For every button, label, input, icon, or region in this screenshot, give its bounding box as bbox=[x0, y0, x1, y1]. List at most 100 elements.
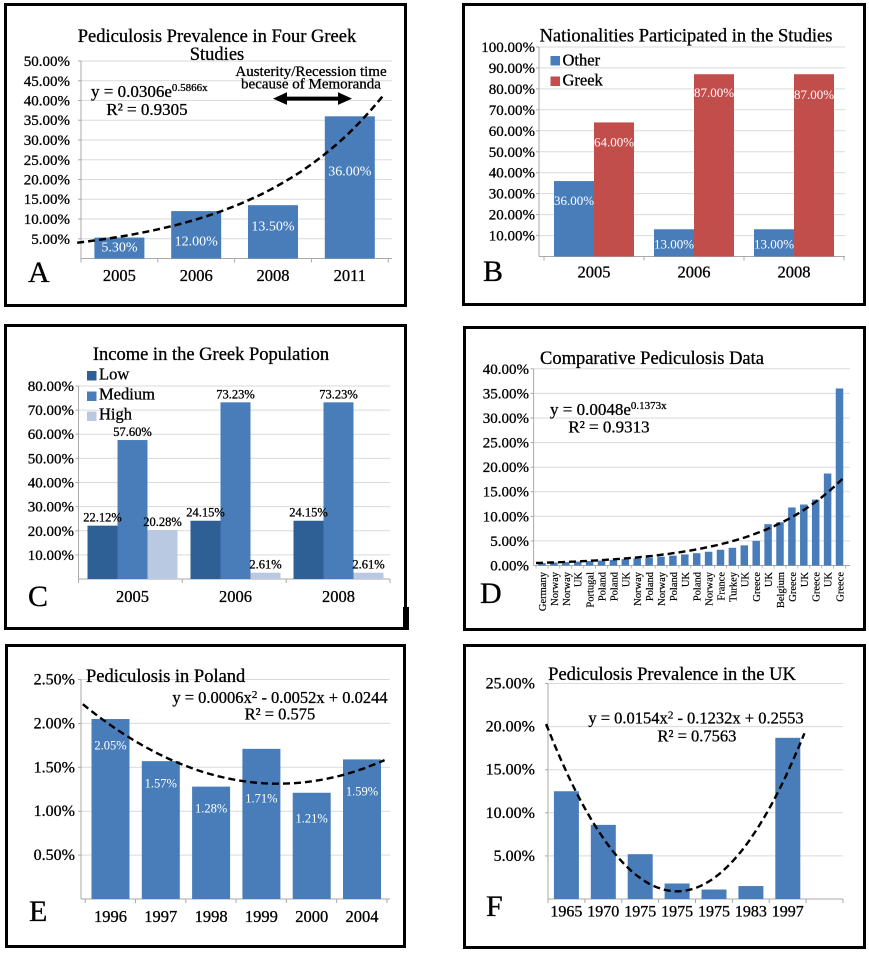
svg-text:60.00%: 60.00% bbox=[489, 124, 535, 140]
svg-text:Norway: Norway bbox=[657, 571, 668, 606]
svg-text:13.50%: 13.50% bbox=[251, 220, 295, 235]
svg-text:2.00%: 2.00% bbox=[34, 715, 75, 732]
svg-text:y = 0.0154x2 - 0.1232x + 0.255: y = 0.0154x2 - 0.1232x + 0.2553 bbox=[588, 709, 803, 728]
svg-text:24.15%: 24.15% bbox=[289, 506, 328, 520]
svg-text:35.00%: 35.00% bbox=[24, 113, 70, 129]
svg-text:70.00%: 70.00% bbox=[28, 403, 74, 419]
svg-text:E: E bbox=[29, 895, 47, 928]
svg-text:Pediculosis Prevalence in Four: Pediculosis Prevalence in Four Greek bbox=[78, 27, 357, 47]
svg-text:R² = 0.7563: R² = 0.7563 bbox=[658, 727, 737, 746]
svg-text:UK: UK bbox=[574, 572, 585, 588]
svg-text:2.50%: 2.50% bbox=[34, 672, 75, 689]
svg-text:1.00%: 1.00% bbox=[34, 803, 75, 820]
svg-text:5.00%: 5.00% bbox=[490, 534, 529, 550]
svg-text:1965: 1965 bbox=[550, 904, 582, 921]
svg-text:24.15%: 24.15% bbox=[186, 506, 225, 520]
svg-text:73.23%: 73.23% bbox=[216, 387, 255, 401]
svg-text:2.05%: 2.05% bbox=[94, 739, 126, 753]
svg-text:1.50%: 1.50% bbox=[34, 759, 75, 776]
svg-text:20.00%: 20.00% bbox=[28, 524, 74, 540]
svg-text:UK: UK bbox=[800, 572, 811, 588]
svg-text:UK: UK bbox=[681, 572, 692, 588]
svg-text:15.00%: 15.00% bbox=[24, 192, 70, 208]
svg-text:Norway: Norway bbox=[562, 571, 573, 606]
svg-text:50.00%: 50.00% bbox=[489, 145, 535, 161]
svg-text:Poland: Poland bbox=[693, 571, 704, 601]
svg-text:36.00%: 36.00% bbox=[328, 165, 372, 180]
svg-text:1.28%: 1.28% bbox=[195, 802, 227, 816]
svg-text:2005: 2005 bbox=[103, 266, 136, 285]
svg-text:1996: 1996 bbox=[94, 907, 127, 926]
svg-text:64.00%: 64.00% bbox=[594, 134, 634, 149]
svg-text:1.71%: 1.71% bbox=[245, 792, 277, 806]
svg-text:because of Memoranda: because of Memoranda bbox=[241, 77, 381, 93]
svg-text:45.00%: 45.00% bbox=[24, 74, 70, 90]
svg-text:1997: 1997 bbox=[144, 907, 177, 926]
svg-text:36.00%: 36.00% bbox=[554, 193, 594, 208]
svg-text:35.00%: 35.00% bbox=[483, 386, 529, 402]
svg-text:1999: 1999 bbox=[245, 907, 278, 926]
svg-text:90.00%: 90.00% bbox=[489, 61, 535, 77]
svg-text:87.00%: 87.00% bbox=[694, 85, 734, 100]
svg-text:12.00%: 12.00% bbox=[175, 235, 219, 250]
svg-text:Low: Low bbox=[99, 365, 129, 384]
svg-text:1970: 1970 bbox=[587, 904, 619, 921]
svg-text:10.00%: 10.00% bbox=[489, 229, 535, 245]
svg-text:Pediculosis Prevalence in the: Pediculosis Prevalence in the UK bbox=[548, 665, 796, 685]
svg-text:Studies: Studies bbox=[190, 45, 244, 65]
svg-text:5.00%: 5.00% bbox=[31, 232, 70, 248]
svg-text:22.12%: 22.12% bbox=[83, 511, 122, 525]
svg-text:40.00%: 40.00% bbox=[24, 94, 70, 110]
svg-text:Pediculosis in Poland: Pediculosis in Poland bbox=[86, 667, 246, 687]
svg-text:40.00%: 40.00% bbox=[489, 166, 535, 182]
svg-text:UK: UK bbox=[764, 572, 775, 588]
svg-text:100.00%: 100.00% bbox=[481, 40, 535, 56]
svg-text:10.00%: 10.00% bbox=[28, 548, 74, 564]
svg-text:1.21%: 1.21% bbox=[296, 812, 328, 826]
svg-text:80.00%: 80.00% bbox=[28, 379, 74, 395]
svg-text:Greece: Greece bbox=[752, 572, 763, 602]
svg-text:30.00%: 30.00% bbox=[24, 133, 70, 149]
svg-text:High: High bbox=[99, 405, 133, 424]
svg-text:1998: 1998 bbox=[195, 907, 228, 926]
svg-text:2005: 2005 bbox=[578, 263, 611, 282]
svg-text:50.00%: 50.00% bbox=[24, 54, 70, 70]
svg-text:2008: 2008 bbox=[257, 266, 290, 285]
svg-text:Other: Other bbox=[563, 51, 601, 70]
svg-text:Comparative Pediculosis Data: Comparative Pediculosis Data bbox=[540, 349, 764, 369]
svg-text:2000: 2000 bbox=[295, 907, 328, 926]
svg-text:Norway: Norway bbox=[550, 571, 561, 606]
svg-text:D: D bbox=[480, 577, 502, 610]
svg-text:Poland: Poland bbox=[645, 571, 656, 601]
svg-text:Medium: Medium bbox=[99, 385, 155, 404]
svg-text:20.00%: 20.00% bbox=[486, 719, 535, 736]
svg-text:1983: 1983 bbox=[735, 904, 767, 921]
svg-text:2006: 2006 bbox=[219, 587, 252, 606]
svg-text:F: F bbox=[486, 890, 503, 923]
svg-text:Belgium: Belgium bbox=[776, 572, 787, 608]
svg-text:87.00%: 87.00% bbox=[794, 87, 834, 102]
svg-text:2005: 2005 bbox=[116, 587, 149, 606]
svg-text:Greece: Greece bbox=[788, 572, 799, 602]
svg-text:10.00%: 10.00% bbox=[486, 805, 535, 822]
svg-text:1997: 1997 bbox=[772, 904, 804, 921]
svg-text:50.00%: 50.00% bbox=[28, 451, 74, 467]
svg-text:UK: UK bbox=[621, 572, 632, 588]
svg-text:2008: 2008 bbox=[322, 587, 355, 606]
svg-text:A: A bbox=[28, 256, 50, 289]
svg-text:73.23%: 73.23% bbox=[319, 387, 358, 401]
svg-text:20.00%: 20.00% bbox=[483, 460, 529, 476]
svg-text:y = 0.0048e0.1373x: y = 0.0048e0.1373x bbox=[550, 400, 667, 419]
svg-text:Greece: Greece bbox=[812, 572, 823, 602]
svg-text:20.00%: 20.00% bbox=[489, 208, 535, 224]
svg-text:0.00%: 0.00% bbox=[490, 559, 529, 575]
svg-text:UK: UK bbox=[740, 572, 751, 588]
svg-text:5.00%: 5.00% bbox=[494, 848, 535, 865]
svg-text:2004: 2004 bbox=[346, 907, 379, 926]
svg-text:2006: 2006 bbox=[180, 266, 213, 285]
svg-text:2.61%: 2.61% bbox=[249, 558, 281, 572]
svg-text:Turkey: Turkey bbox=[728, 571, 739, 602]
svg-text:Poland: Poland bbox=[609, 571, 620, 601]
svg-text:20.00%: 20.00% bbox=[24, 173, 70, 189]
svg-text:30.00%: 30.00% bbox=[489, 187, 535, 203]
